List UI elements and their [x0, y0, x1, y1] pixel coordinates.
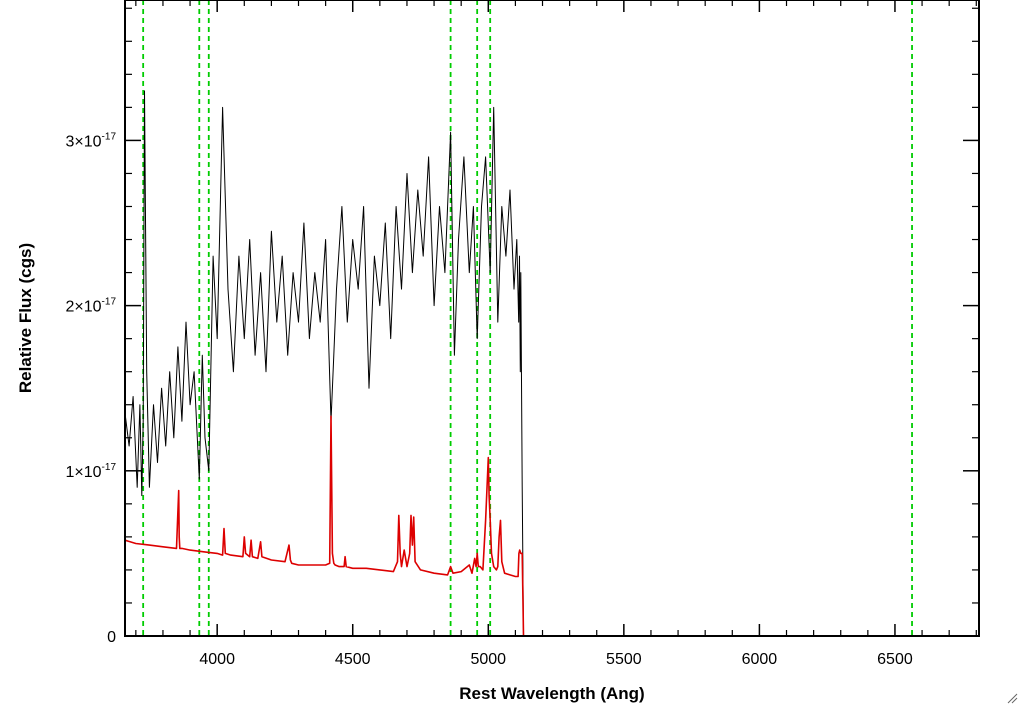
x-tick-label-3: 5500 [606, 651, 642, 668]
plot-frame [124, 0, 980, 637]
y-axis-title: Relative Flux (cgs) [16, 243, 35, 393]
x-tick-label-5: 6500 [877, 651, 913, 668]
series-layer [124, 90, 979, 637]
y-tick-label-3: 3×10-17 [66, 131, 117, 150]
axis-tick-labels: 4000 4500 5000 5500 6000 6500 0 1×10-17 2×10-17 3… [66, 131, 913, 668]
y-tick-label-2: 2×10-17 [66, 297, 117, 316]
x-tick-label-1: 4500 [335, 651, 371, 668]
x-tick-label-2: 5000 [470, 651, 506, 668]
reference-lines [142, 0, 913, 636]
x-tick-label-4: 6000 [742, 651, 778, 668]
resize-grip-icon[interactable] [1006, 692, 1018, 704]
x-axis-title: Rest Wavelength (Ang) [459, 684, 644, 703]
series-line-0 [124, 90, 524, 637]
y-tick-label-1: 1×10-17 [66, 462, 117, 481]
axis-ticks [125, 0, 979, 637]
y-tick-label-0: 0 [107, 629, 116, 646]
x-tick-label-0: 4000 [199, 651, 235, 668]
series-line-1 [124, 415, 979, 637]
